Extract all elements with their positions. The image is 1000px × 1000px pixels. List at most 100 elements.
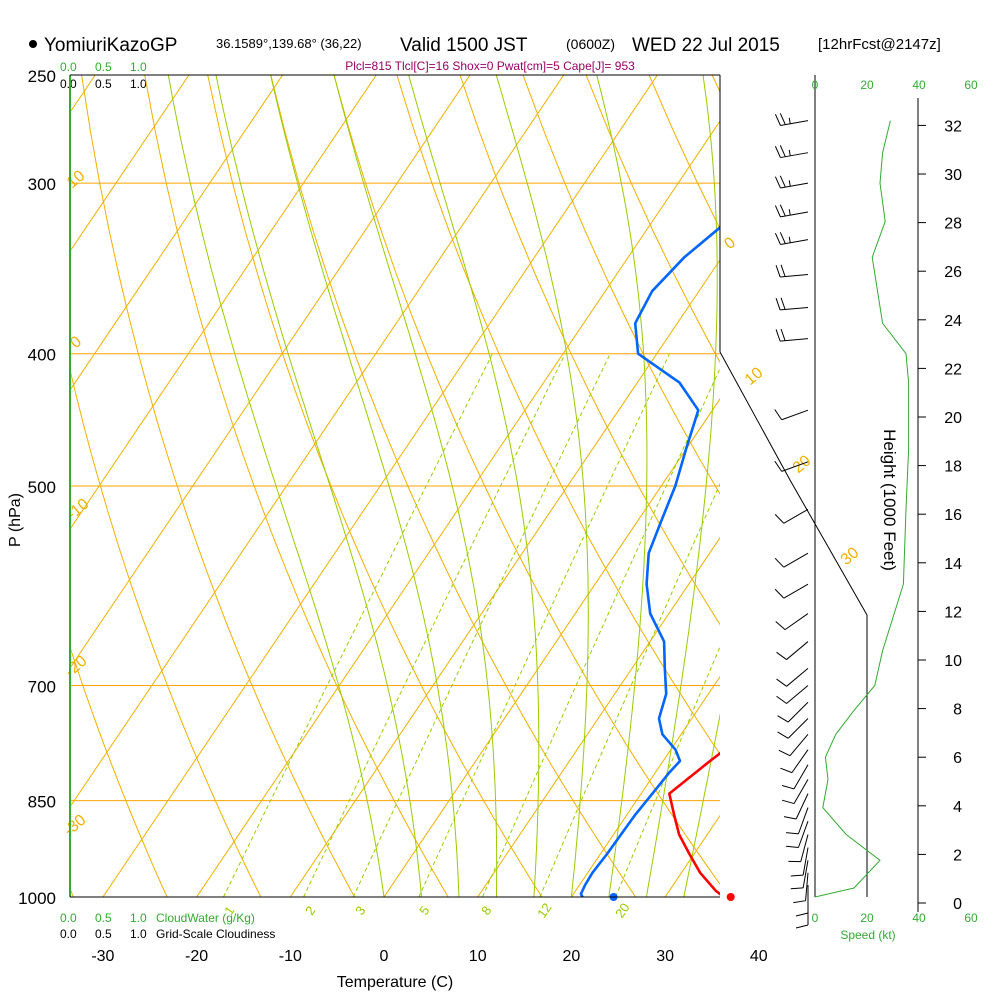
wind-barb-feather xyxy=(780,297,786,310)
isotherm-line xyxy=(70,75,284,392)
wind-barb-feather xyxy=(775,265,781,278)
isotherm-label: -30 xyxy=(61,812,90,840)
wind-barb-feather xyxy=(775,621,786,630)
height-tick-label: 14 xyxy=(944,556,962,573)
dry-adiabat-line xyxy=(70,645,168,897)
isotherm-line xyxy=(946,75,1000,897)
wind-barb xyxy=(786,807,809,835)
wind-barb xyxy=(774,583,809,599)
wind-barb-staff xyxy=(793,779,809,804)
isotherm-line xyxy=(477,536,720,897)
temperature-tick-label: 30 xyxy=(656,948,674,965)
isotherm-line xyxy=(196,120,720,897)
pressure-tick-label: 300 xyxy=(28,175,56,194)
wind-barb xyxy=(774,232,809,245)
forecast-info: [12hrFcst@2147z] xyxy=(818,36,941,53)
cloudiness-scale-top-0: 0.0 xyxy=(60,77,77,91)
wind-barb-feather xyxy=(776,695,787,704)
wind-barb-feather xyxy=(779,113,786,125)
wind-barb xyxy=(786,821,809,849)
chart-header: YomiuriKazoGP 36.1589°,139.68° (36,22) V… xyxy=(29,35,941,73)
cloud-water-label: CloudWater (g/Kg) xyxy=(156,911,255,925)
stability-indices: Plcl=815 Tlcl[C]=16 Shox=0 Pwat[cm]=5 Ca… xyxy=(345,59,635,73)
skewt-grid xyxy=(0,75,1000,897)
dry-adiabat-line xyxy=(522,75,720,495)
mixing-ratio-line xyxy=(539,482,720,897)
wind-barb-feather xyxy=(774,409,783,421)
wind-barb xyxy=(783,793,809,820)
dry-adiabat-line xyxy=(207,75,543,897)
wind-barb-staff xyxy=(795,793,809,820)
wind-barb xyxy=(790,860,809,890)
dry-adiabat-line xyxy=(459,75,720,626)
height-tick-label: 26 xyxy=(944,264,962,281)
wind-barb xyxy=(774,204,809,218)
mixing-ratio-label: 2 xyxy=(302,903,318,918)
isotherm-line xyxy=(70,75,471,669)
mixing-ratio-line xyxy=(482,367,720,897)
dry-adiabat-line xyxy=(70,367,262,897)
height-tick-label: 18 xyxy=(944,459,962,476)
wind-barb-feather xyxy=(774,113,781,126)
wind-speed-line xyxy=(814,120,910,898)
wind-barb-feather xyxy=(781,785,795,790)
height-tick-label: 20 xyxy=(944,410,962,427)
wind-barb-feather xyxy=(779,175,786,188)
moist-adiabat-line xyxy=(408,75,540,897)
wind-barb-feather xyxy=(774,460,783,472)
wind-barb-staff xyxy=(793,764,809,790)
profile-lines xyxy=(579,121,973,897)
isotherm-line xyxy=(0,75,2,897)
parcel-profile-line xyxy=(768,121,973,703)
wind-barb-feather xyxy=(777,715,789,723)
temperature-tick-label: -30 xyxy=(91,948,114,965)
isotherm-label: -20 xyxy=(62,653,91,681)
height-tick-label: 30 xyxy=(944,167,962,184)
wind-barb-staff xyxy=(797,821,809,848)
isotherm-line xyxy=(289,259,720,897)
dry-adiabat-line xyxy=(270,75,637,897)
wind-barb xyxy=(774,552,809,568)
wind-barb-staff xyxy=(802,847,809,876)
wind-barb-feather xyxy=(795,924,809,929)
height-tick-label: 2 xyxy=(953,847,962,864)
dry-adiabat-line xyxy=(901,75,1000,897)
cloud-water-scale-top-0: 0.0 xyxy=(60,60,77,74)
wind-barb-staff xyxy=(787,701,809,723)
wind-barb-feather xyxy=(793,900,806,904)
wind-speed-tick-bottom: 20 xyxy=(860,911,874,925)
wind-barb xyxy=(778,733,809,757)
height-tick-label: 16 xyxy=(944,507,962,524)
mixing-ratio-line xyxy=(418,353,670,897)
wind-barb-staff xyxy=(802,860,809,888)
wind-barb xyxy=(774,409,809,421)
wind-barb xyxy=(781,779,809,805)
wind-barb xyxy=(775,328,809,342)
wind-barb-staff xyxy=(787,718,809,739)
pressure-tick-label: 850 xyxy=(28,793,56,812)
isotherm-label: 10 xyxy=(64,167,89,192)
height-tick-label: 8 xyxy=(953,702,962,719)
wind-speed-axis-label: Speed (kt) xyxy=(840,928,895,942)
pressure-tick-label: 500 xyxy=(28,478,56,497)
wind-barb-feather xyxy=(779,204,786,217)
wind-barb xyxy=(774,175,809,189)
isotherm-label: 10 xyxy=(742,364,767,389)
cloud-water-scale-top-1: 0.5 xyxy=(95,60,112,74)
cloudiness-scale-bottom-2: 1.0 xyxy=(130,927,147,941)
cloudiness-scale-bottom-1: 0.5 xyxy=(95,927,112,941)
wind-barb-half-feather xyxy=(788,149,791,156)
dry-adiabat-line xyxy=(711,75,720,93)
wind-barb-feather xyxy=(783,816,797,820)
wind-barb-feather xyxy=(775,329,781,342)
wind-barb xyxy=(790,847,809,877)
mixing-ratio-line xyxy=(615,645,720,897)
wind-barb xyxy=(793,872,809,904)
isotherm-line xyxy=(70,75,190,253)
wind-barb xyxy=(774,145,809,159)
terrain-outline xyxy=(719,351,868,897)
